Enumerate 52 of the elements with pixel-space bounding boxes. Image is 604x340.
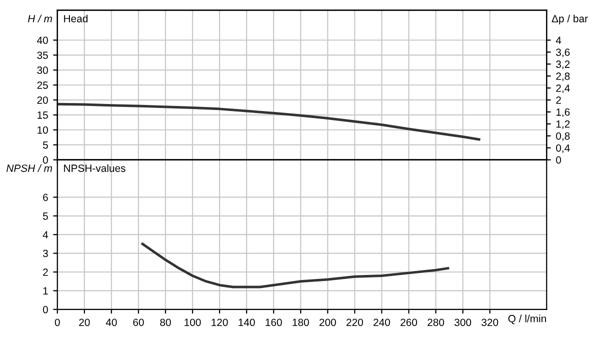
x-tick-label: 120 bbox=[212, 318, 228, 326]
y2-tick-label: 1,6 bbox=[556, 108, 570, 118]
y-tick-label: 0 bbox=[42, 306, 48, 314]
x-tick-label: 320 bbox=[482, 318, 498, 326]
y2-tick-label: 4 bbox=[556, 36, 562, 44]
x-tick-label: 60 bbox=[133, 318, 144, 326]
y2-tick-label: 3,2 bbox=[556, 60, 570, 70]
x-tick-label: 140 bbox=[238, 318, 255, 326]
x-tick-label: 220 bbox=[346, 318, 363, 326]
y-tick-label: 10 bbox=[38, 126, 48, 134]
y-tick-label: 4 bbox=[42, 231, 48, 238]
line-series bbox=[57, 102, 480, 141]
y-tick-label: 40 bbox=[37, 36, 48, 44]
y2-tick-label: 1,2 bbox=[556, 120, 570, 130]
y2-tick-label: 0,4 bbox=[556, 144, 570, 153]
y-tick-label: 2 bbox=[43, 268, 48, 276]
x-tick-label: 260 bbox=[400, 318, 418, 326]
y-tick-label: 6 bbox=[43, 194, 48, 202]
x-tick-label: 0 bbox=[54, 318, 60, 326]
x-tick-label: 280 bbox=[428, 318, 444, 326]
x-tick-label: 200 bbox=[320, 318, 336, 326]
y2-axis-title: Δp / bar bbox=[552, 14, 588, 24]
line-series bbox=[141, 242, 450, 288]
y2-tick-label: 2,8 bbox=[556, 72, 570, 82]
y-tick-label: 20 bbox=[37, 96, 48, 104]
x-tick-label: 100 bbox=[184, 318, 201, 326]
y-tick-label: 1 bbox=[43, 287, 48, 294]
y-axis-title: H / m bbox=[28, 14, 52, 22]
x-tick-label: 180 bbox=[292, 318, 309, 326]
y-tick-label: 5 bbox=[42, 212, 48, 220]
y-tick-label: 3 bbox=[42, 250, 48, 258]
y2-tick-label: 0 bbox=[556, 156, 562, 164]
chart-title: NPSH-values bbox=[64, 164, 126, 172]
y-tick-label: 15 bbox=[38, 112, 48, 119]
x-tick-label: 160 bbox=[266, 318, 282, 326]
x-tick-label: 80 bbox=[160, 318, 171, 326]
x-tick-label: 240 bbox=[374, 318, 390, 326]
x-tick-label: 40 bbox=[106, 318, 117, 326]
x-tick-label: 20 bbox=[79, 318, 90, 326]
y2-tick-label: 2 bbox=[556, 96, 561, 104]
x-axis-title: Q / l/min bbox=[508, 314, 546, 324]
y-tick-label: 5 bbox=[42, 141, 48, 149]
y-tick-label: 25 bbox=[37, 82, 48, 89]
y-tick-label: 30 bbox=[37, 66, 48, 74]
chart-title: Head bbox=[64, 14, 88, 22]
y-axis-title: NPSH / m bbox=[6, 164, 52, 172]
y2-tick-label: 0,8 bbox=[556, 132, 570, 141]
y-tick-label: 35 bbox=[37, 52, 48, 59]
y2-tick-label: 3,6 bbox=[556, 48, 570, 58]
y-tick-label: 0 bbox=[42, 156, 48, 164]
x-tick-label: 300 bbox=[454, 318, 472, 326]
y2-tick-label: 2,4 bbox=[556, 84, 570, 94]
